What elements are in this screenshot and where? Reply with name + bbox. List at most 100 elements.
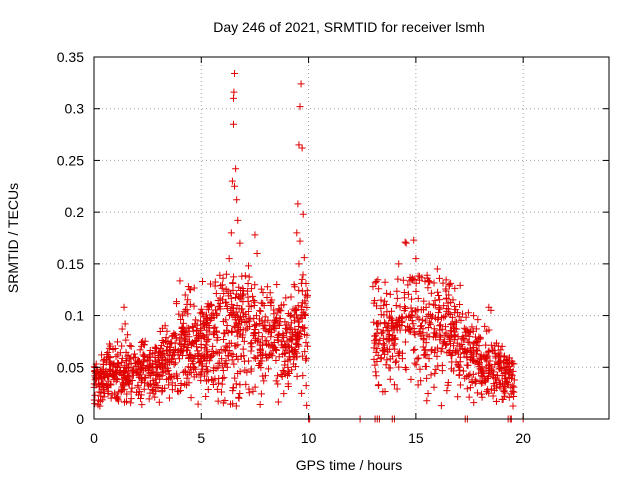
data-point (380, 301, 388, 309)
data-point (372, 335, 380, 343)
data-point (432, 333, 440, 341)
data-point (406, 327, 414, 335)
data-point (295, 286, 303, 294)
data-point (105, 344, 113, 352)
data-point (259, 289, 267, 297)
data-point (408, 317, 416, 325)
data-point (407, 375, 415, 383)
data-point (254, 352, 262, 360)
data-point (155, 398, 163, 406)
data-point (455, 313, 463, 321)
data-point (181, 329, 189, 337)
data-point (487, 385, 495, 393)
data-point (262, 350, 270, 358)
data-point (279, 330, 287, 338)
data-point (175, 339, 183, 347)
data-point (303, 287, 311, 295)
data-point (227, 294, 235, 302)
data-point (177, 379, 185, 387)
data-point (469, 340, 477, 348)
data-point (223, 302, 231, 310)
data-point (480, 352, 488, 360)
data-point (477, 353, 485, 361)
data-point (496, 380, 504, 388)
data-point (264, 316, 272, 324)
data-point (145, 382, 153, 390)
data-point (375, 340, 383, 348)
data-point (229, 286, 237, 294)
data-point (398, 313, 406, 321)
data-point (184, 296, 192, 304)
data-point (406, 273, 414, 281)
data-point (298, 389, 306, 397)
data-point (468, 376, 476, 384)
data-point (152, 363, 160, 371)
data-point (198, 308, 206, 316)
data-point (372, 368, 380, 376)
data-point (442, 295, 450, 303)
data-point (501, 392, 509, 400)
data-point (301, 330, 309, 338)
data-point (228, 327, 236, 335)
data-point (162, 334, 170, 342)
data-point (270, 324, 278, 332)
data-point (292, 362, 300, 370)
data-point (462, 348, 470, 356)
data-point (279, 367, 287, 375)
data-point (200, 372, 208, 380)
data-point (484, 361, 492, 369)
data-point (446, 310, 454, 318)
data-point (437, 347, 445, 355)
data-point (172, 345, 180, 353)
data-point (433, 352, 441, 360)
x-tick-label: 10 (301, 430, 317, 446)
data-point (378, 346, 386, 354)
data-point (458, 335, 466, 343)
data-point (280, 301, 288, 309)
data-point (143, 357, 151, 365)
data-point (118, 325, 126, 333)
data-point (187, 364, 195, 372)
data-point (297, 279, 305, 287)
data-point (218, 281, 226, 289)
data-point (431, 329, 439, 337)
data-point (162, 357, 170, 365)
data-point (181, 291, 189, 299)
data-point (197, 305, 205, 313)
data-point (213, 336, 221, 344)
data-point (434, 362, 442, 370)
data-point (508, 374, 516, 382)
data-point (374, 320, 382, 328)
data-point (131, 350, 139, 358)
data-point (241, 272, 249, 280)
data-point (256, 401, 264, 409)
data-point (165, 381, 173, 389)
data-point (126, 342, 134, 350)
data-point (290, 347, 298, 355)
data-point (244, 287, 252, 295)
data-point (284, 372, 292, 380)
data-point (267, 299, 275, 307)
data-point (436, 305, 444, 313)
data-point (420, 297, 428, 305)
data-point (451, 302, 459, 310)
data-point (182, 306, 190, 314)
data-point (485, 389, 493, 397)
data-point (410, 346, 418, 354)
y-tick-label: 0.35 (57, 49, 84, 65)
data-point (404, 290, 412, 298)
data-point (452, 325, 460, 333)
data-point (236, 313, 244, 321)
data-point (158, 336, 166, 344)
data-point (228, 356, 236, 364)
data-point (481, 322, 489, 330)
data-point (423, 397, 431, 405)
data-point (411, 331, 419, 339)
data-point (211, 278, 219, 286)
data-point (302, 339, 310, 347)
data-point (229, 384, 237, 392)
data-point (409, 320, 417, 328)
data-point (190, 284, 198, 292)
data-point (298, 144, 306, 152)
data-point (449, 296, 457, 304)
